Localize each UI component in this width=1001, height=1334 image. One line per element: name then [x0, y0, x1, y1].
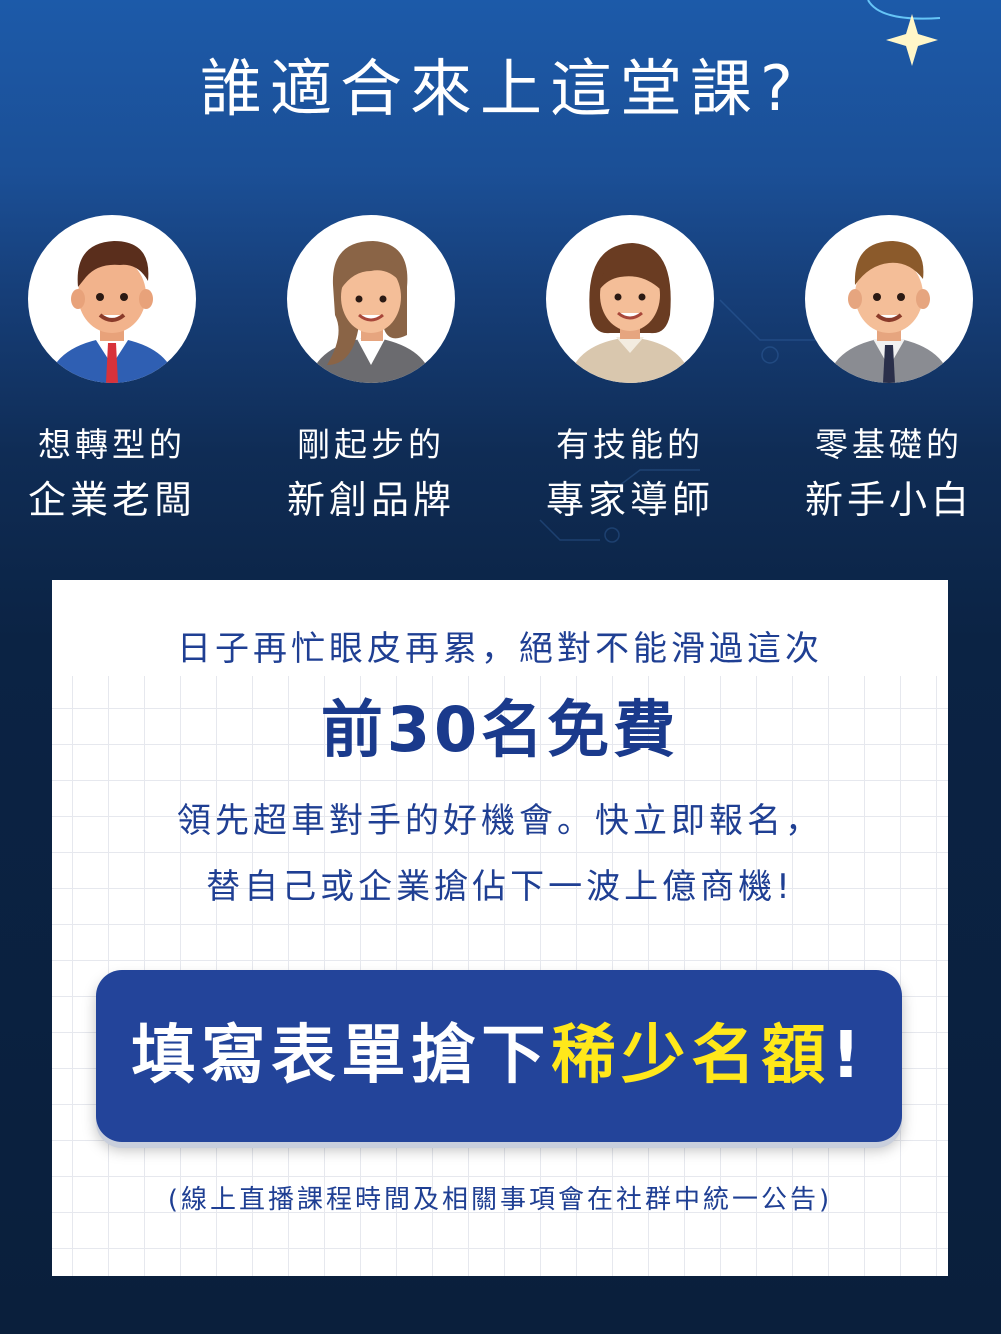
persona-business-owner: 想轉型的 企業老闆 — [17, 215, 207, 525]
woman-mentor-avatar-icon — [546, 215, 714, 383]
cta-text-white: 填寫表單搶下 — [131, 1019, 552, 1093]
offer-headline: 前30名免費 — [320, 693, 680, 766]
schedule-note: (線上直播課程時間及相關事項會在社群中統一公告) — [167, 1185, 833, 1215]
persona-line1: 想轉型的 — [38, 425, 186, 464]
offer-tagline: 日子再忙眼皮再累，絕對不能滑過這次 — [177, 629, 823, 669]
persona-line2: 企業老闆 — [27, 478, 196, 522]
star-icon — [886, 14, 938, 66]
businesswoman-avatar-icon — [287, 215, 455, 383]
persona-line2: 專家導師 — [545, 478, 714, 522]
page-title: 誰適合來上這堂課? — [200, 52, 801, 125]
offer-card: 日子再忙眼皮再累，絕對不能滑過這次 前30名免費 領先超車對手的好機會。快立即報… — [52, 580, 948, 1276]
persona-startup-brand: 剛起步的 新創品牌 — [276, 215, 466, 525]
offer-description-line1: 領先超車對手的好機會。快立即報名， — [177, 801, 823, 841]
young-man-avatar-icon — [805, 215, 973, 383]
card-top-mask — [52, 580, 948, 676]
cta-text-highlight: 稀少名額 — [551, 1019, 832, 1093]
signup-form-button[interactable]: 填寫表單搶下稀少名額! — [96, 970, 902, 1142]
businessman-avatar-icon — [28, 215, 196, 383]
persona-line1: 剛起步的 — [297, 425, 445, 464]
persona-line1: 有技能的 — [556, 425, 704, 464]
persona-beginner: 零基礎的 新手小白 — [794, 215, 984, 525]
persona-line2: 新創品牌 — [286, 478, 455, 522]
cta-exclamation: ! — [831, 1019, 867, 1093]
persona-line1: 零基礎的 — [815, 425, 963, 464]
persona-line2: 新手小白 — [804, 478, 973, 522]
sparkle-decoration — [539, 0, 941, 543]
offer-description-line2: 替自己或企業搶佔下一波上億商機! — [206, 867, 794, 907]
persona-expert-mentor: 有技能的 專家導師 — [535, 215, 725, 525]
